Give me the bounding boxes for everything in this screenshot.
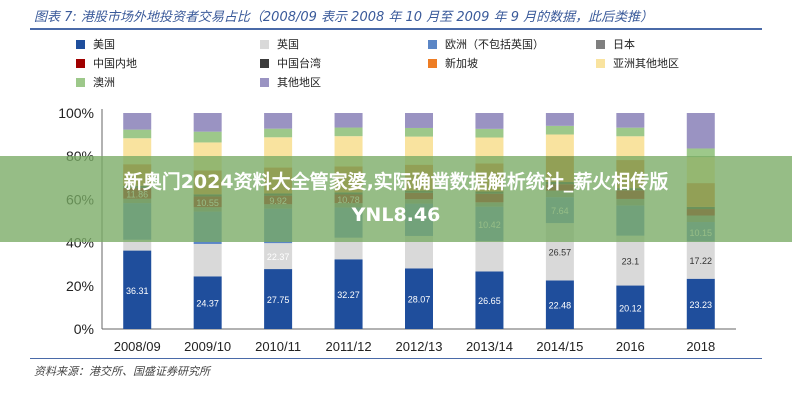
data-label: 23.1 (622, 257, 640, 267)
x-tick-label: 2008/09 (114, 339, 161, 354)
legend-swatch (428, 39, 437, 49)
legend-swatch (260, 39, 269, 49)
data-label: 32.27 (337, 290, 360, 300)
legend-swatch (428, 58, 437, 68)
x-tick-label: 2010/11 (255, 339, 301, 354)
data-label: 20.12 (619, 303, 642, 313)
legend-label: 新加坡 (445, 57, 478, 70)
bar-segment (616, 285, 645, 329)
legend-swatch (76, 77, 85, 87)
bar-segment (405, 268, 433, 329)
bar-segment (475, 241, 504, 272)
bar-segment (475, 113, 504, 129)
legend-label: 中国内地 (93, 57, 137, 70)
legend-item: 英国 (260, 36, 299, 52)
bar-segment (616, 113, 645, 128)
data-label: 27.75 (267, 295, 290, 305)
chart-title: 图表 7: 港股市场外地投资者交易占比（2008/09 表示 2008 年 10… (34, 10, 654, 25)
x-tick-label: 2016 (616, 339, 645, 354)
chart-source: 资料来源：港交所、国盛证券研究所 (34, 365, 210, 378)
bar-segment (475, 271, 504, 329)
bar-segment (264, 128, 293, 138)
bar-segment (616, 235, 645, 286)
legend-label: 亚洲其他地区 (613, 57, 679, 70)
bar-segment (264, 243, 293, 270)
legend-swatch (260, 58, 269, 68)
bar-segment (545, 125, 574, 135)
banner-line-1: 新奥门2024资料大全管家婆,实际确凿数据解析统计_薪火相传版 (123, 171, 669, 193)
bar-segment (616, 136, 645, 161)
banner-line-2: YNL8.46 (351, 204, 441, 226)
data-label: 24.37 (196, 299, 219, 309)
legend-label: 澳洲 (93, 76, 115, 89)
bar-segment (193, 243, 222, 277)
bar-segment (686, 278, 715, 329)
bar-segment (123, 250, 152, 329)
x-tick-label: 2012/13 (396, 339, 443, 354)
bar-segment (264, 269, 293, 329)
x-tick-label: 2014/15 (536, 339, 583, 354)
bar-segment (193, 131, 222, 143)
legend-item: 其他地区 (260, 74, 321, 90)
legend-label: 美国 (93, 38, 115, 51)
legend-item: 中国内地 (76, 55, 137, 71)
data-label: 26.65 (478, 296, 501, 306)
data-label: 22.48 (549, 301, 572, 311)
title-divider (30, 28, 762, 30)
bar-segment (686, 148, 715, 158)
bar-segment (334, 127, 363, 137)
bar-segment (123, 129, 152, 139)
bar-segment (334, 237, 363, 260)
legend-swatch (260, 77, 269, 87)
bar-segment (334, 113, 363, 128)
y-tick-label: 100% (58, 105, 94, 121)
data-label: 36.31 (126, 286, 149, 296)
bar-segment (405, 127, 433, 137)
overlay-banner-text: 新奥门2024资料大全管家婆,实际确凿数据解析统计_薪火相传版 YNL8.46 (0, 166, 792, 232)
legend-swatch (76, 39, 85, 49)
legend-swatch (76, 58, 85, 68)
legend-item: 欧洲（不包括英国） (428, 36, 544, 52)
legend-label: 英国 (277, 38, 299, 51)
data-label: 22.37 (267, 252, 290, 262)
x-tick-label: 2011/12 (326, 339, 372, 354)
bar-segment (405, 113, 433, 128)
bar-segment (545, 113, 574, 126)
bar-segment (193, 113, 222, 132)
bar-segment (616, 127, 645, 137)
legend-item: 中国台湾 (260, 55, 321, 71)
legend-label: 日本 (613, 38, 635, 51)
bar-segment (475, 128, 504, 138)
bar-segment (123, 113, 152, 130)
legend-label: 欧洲（不包括英国） (445, 38, 544, 51)
bottom-divider (30, 358, 762, 359)
legend-label: 其他地区 (277, 76, 321, 89)
legend-item: 澳洲 (76, 74, 115, 90)
x-tick-label: 2018 (686, 339, 715, 354)
bar-segment (686, 241, 715, 279)
data-label: 28.07 (408, 295, 431, 305)
legend-swatch (596, 58, 605, 68)
data-label: 26.57 (549, 248, 572, 258)
bar-segment (686, 113, 715, 149)
data-label: 23.23 (690, 300, 713, 310)
bar-segment (264, 113, 293, 129)
legend-item: 亚洲其他地区 (596, 55, 679, 71)
bar-segment (193, 276, 222, 329)
legend-label: 中国台湾 (277, 57, 321, 70)
bar-segment (545, 134, 574, 157)
x-tick-label: 2009/10 (184, 339, 231, 354)
overlay-banner (0, 156, 792, 242)
y-tick-label: 0% (74, 321, 94, 337)
legend-item: 新加坡 (428, 55, 478, 71)
legend-item: 美国 (76, 36, 115, 52)
bar-segment (334, 259, 363, 329)
y-tick-label: 20% (66, 278, 94, 294)
x-tick-label: 2013/14 (466, 339, 513, 354)
bar-segment (123, 239, 152, 251)
data-label: 17.22 (690, 256, 713, 266)
legend-item: 日本 (596, 36, 635, 52)
legend-swatch (596, 39, 605, 49)
bar-segment (545, 280, 574, 329)
